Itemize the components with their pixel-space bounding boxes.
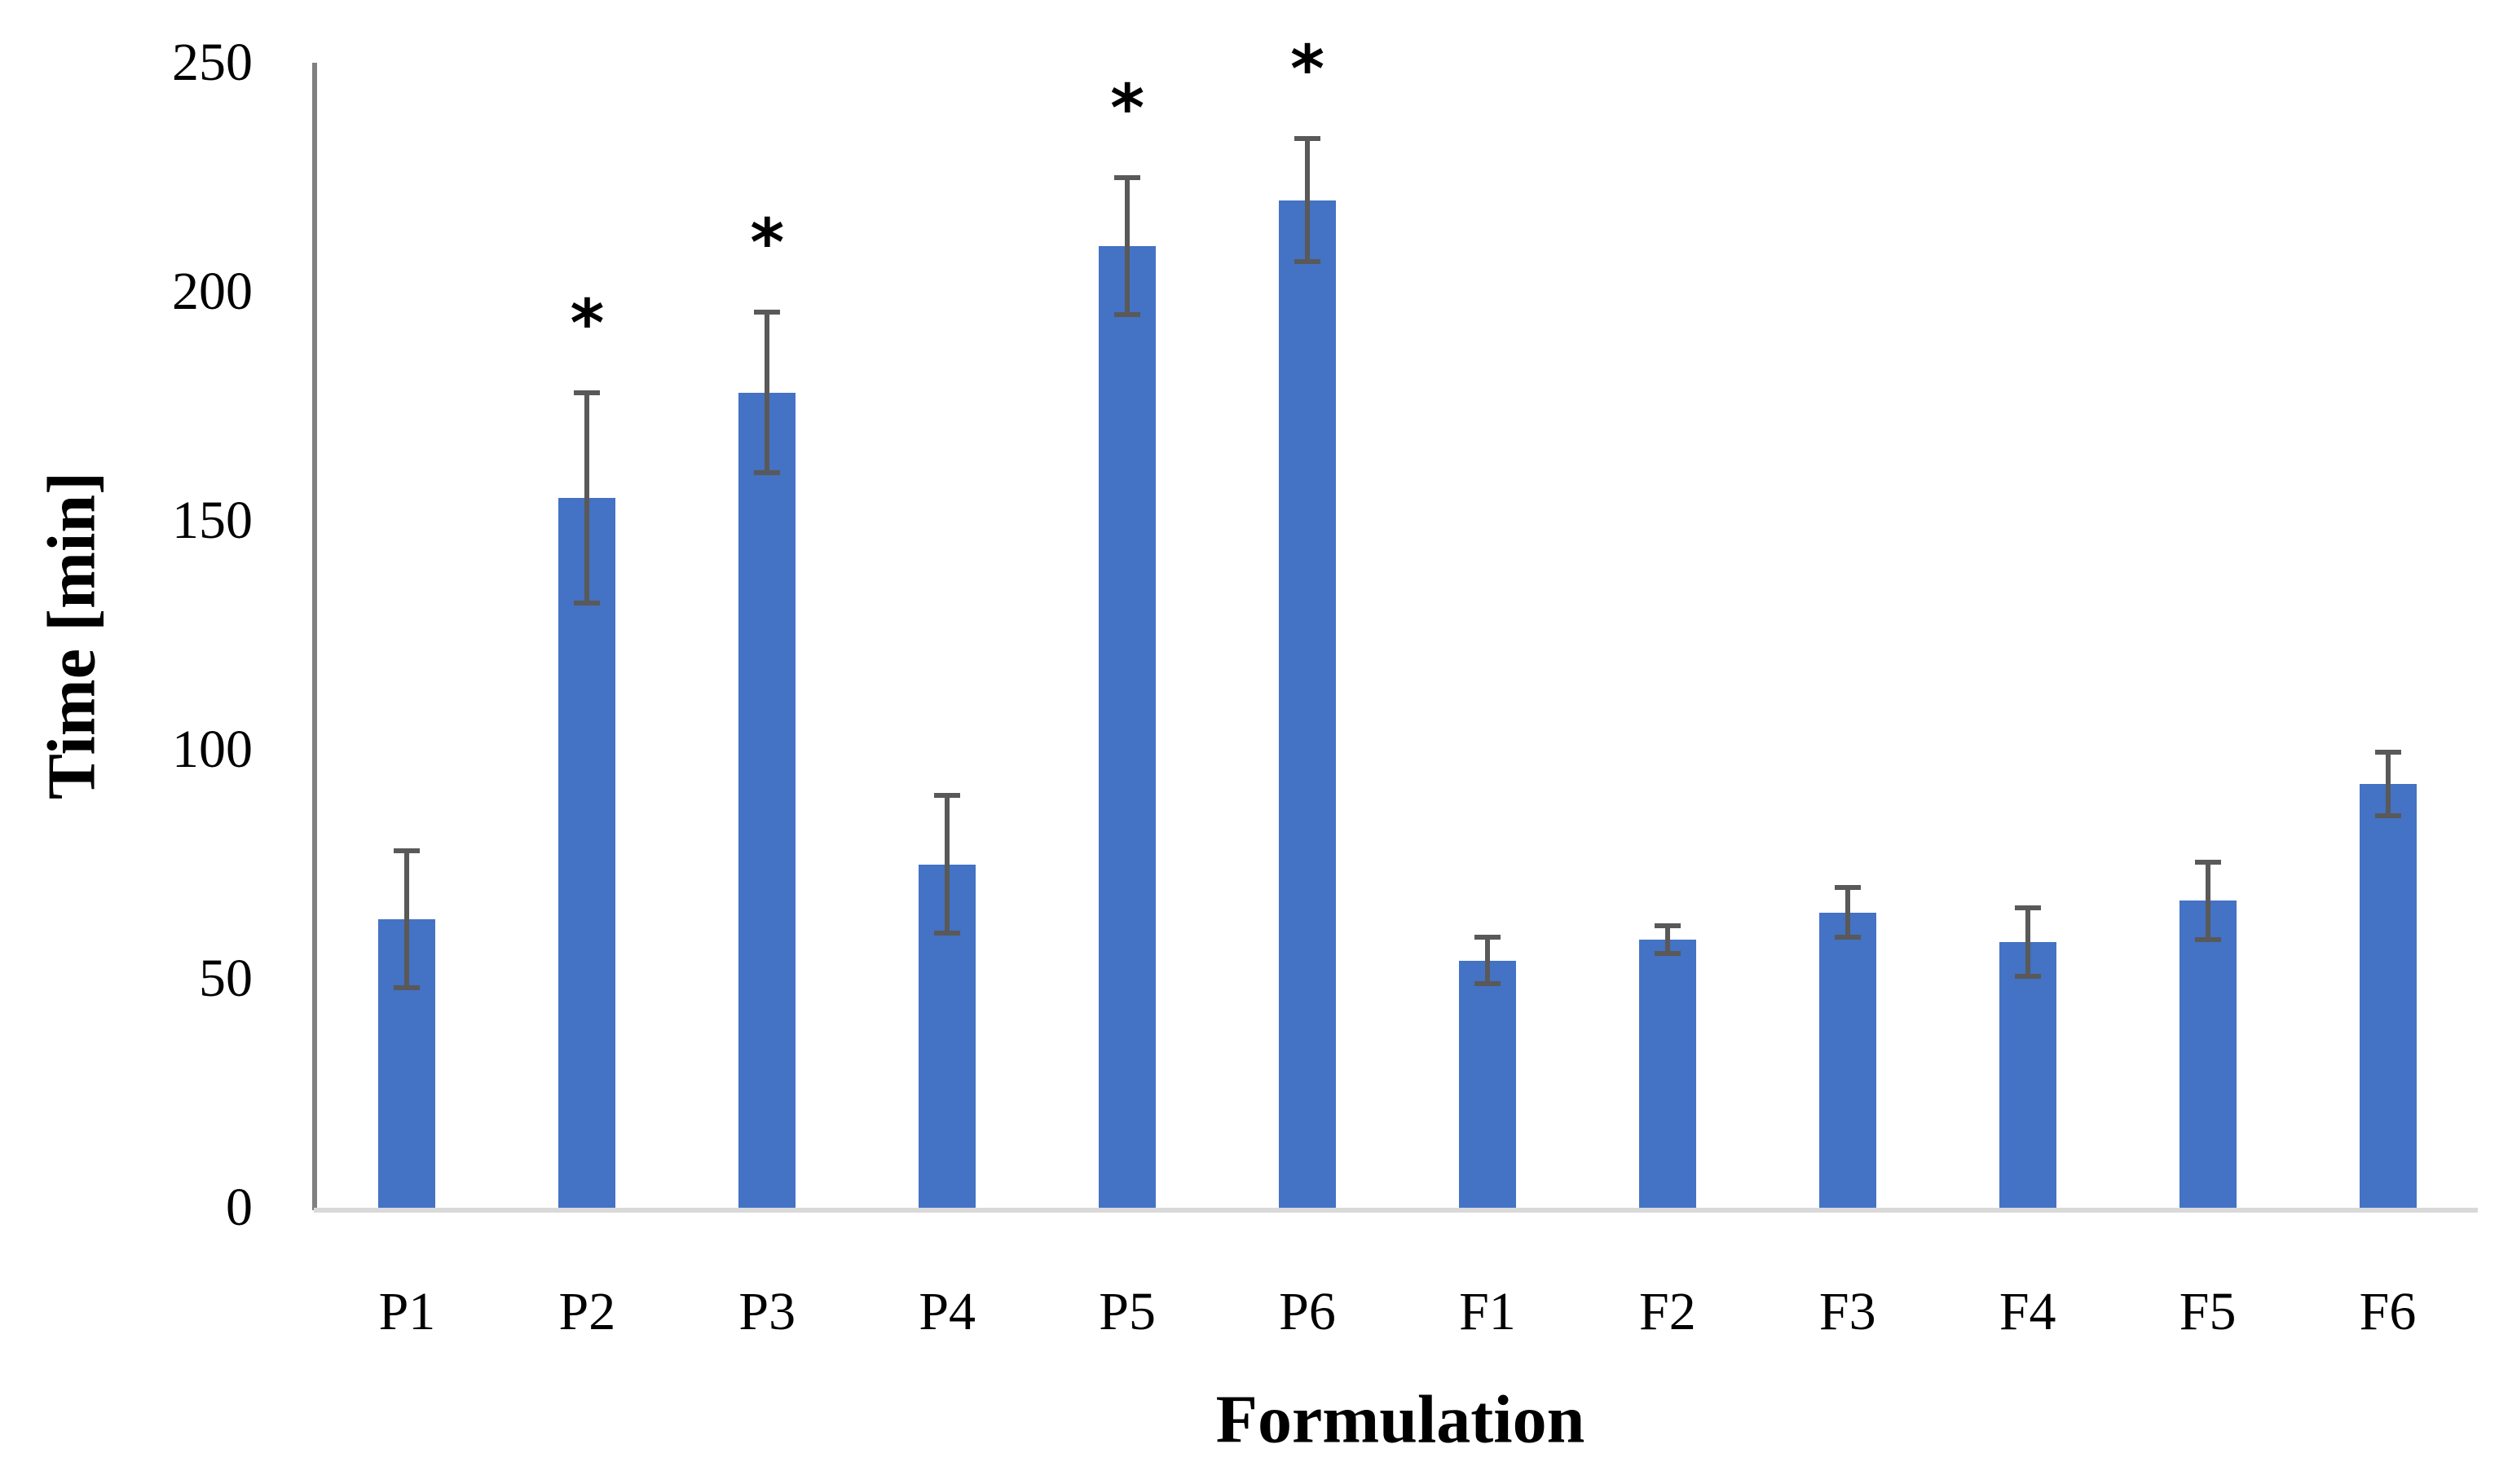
x-axis-line (314, 1208, 2478, 1213)
bar-f5 (2179, 901, 2237, 1208)
y-tick-label: 150 (172, 491, 253, 550)
bar-p6 (1279, 200, 1337, 1208)
error-bar-cap (1294, 135, 1321, 141)
error-bar (2385, 751, 2391, 817)
error-bar-cap (1834, 935, 1861, 940)
error-bar-cap (934, 793, 961, 799)
error-bar (404, 850, 410, 989)
bar-p5 (1099, 245, 1157, 1208)
y-axis-line (312, 63, 317, 1210)
bar-f4 (1999, 942, 2056, 1208)
error-bar (1484, 937, 1490, 984)
error-bar-cap (394, 985, 421, 991)
x-tick-label: P1 (378, 1282, 436, 1341)
error-bar (2025, 907, 2030, 977)
error-bar-cap (574, 601, 601, 606)
y-tick-label: 200 (172, 262, 253, 321)
error-bar (2205, 861, 2210, 940)
error-bar-cap (2374, 749, 2401, 755)
error-bar-cap (1834, 884, 1861, 890)
x-tick-label: F2 (1639, 1282, 1696, 1341)
error-bar (584, 392, 590, 604)
y-tick-label: 250 (172, 33, 253, 92)
y-axis-title: Time [min] (33, 471, 110, 800)
error-bar-cap (574, 390, 601, 395)
error-bar (765, 312, 770, 473)
error-bar-cap (2194, 937, 2221, 943)
error-bar-cap (1474, 980, 1501, 986)
bar-p2 (558, 497, 616, 1208)
bar-f1 (1458, 960, 1516, 1208)
x-axis-title: Formulation (1215, 1381, 1585, 1458)
error-bar-cap (1294, 259, 1321, 265)
y-tick-label: 0 (226, 1178, 253, 1237)
error-bar (1844, 887, 1850, 938)
error-bar-cap (754, 469, 781, 475)
y-tick-label: 100 (172, 720, 253, 779)
error-bar-cap (2014, 905, 2041, 910)
error-bar-cap (2014, 974, 2041, 980)
significance-asterisk: * (570, 285, 605, 362)
error-bar (1125, 177, 1130, 315)
x-tick-label: F3 (1818, 1282, 1876, 1341)
error-bar-cap (1474, 935, 1501, 940)
x-tick-label: F1 (1459, 1282, 1516, 1341)
x-tick-label: P5 (1099, 1282, 1156, 1341)
error-bar-cap (934, 930, 961, 936)
x-tick-label: P6 (1279, 1282, 1336, 1341)
x-tick-label: F5 (2179, 1282, 2237, 1341)
y-tick-label: 50 (199, 949, 253, 1008)
significance-asterisk: * (1110, 70, 1145, 146)
error-bar-cap (2194, 859, 2221, 865)
significance-asterisk: * (750, 205, 785, 281)
error-bar-cap (394, 848, 421, 853)
error-bar-cap (754, 310, 781, 315)
error-bar-cap (1654, 923, 1681, 929)
error-bar (945, 795, 950, 933)
significance-asterisk: * (1290, 31, 1324, 108)
x-tick-label: F4 (1999, 1282, 2056, 1341)
bar-f2 (1638, 940, 1696, 1208)
error-bar-cap (1114, 312, 1141, 318)
error-bar-cap (1654, 951, 1681, 957)
x-tick-label: F6 (2359, 1282, 2417, 1341)
error-bar (1664, 926, 1670, 954)
error-bar-cap (2374, 813, 2401, 819)
bar-p3 (738, 392, 796, 1208)
error-bar-cap (1114, 174, 1141, 180)
bar-f3 (1818, 912, 1876, 1208)
x-tick-label: P2 (558, 1282, 616, 1341)
x-tick-label: P4 (919, 1282, 976, 1341)
bar-f6 (2359, 784, 2417, 1208)
error-bar (1305, 138, 1311, 262)
x-tick-label: P3 (738, 1282, 796, 1341)
